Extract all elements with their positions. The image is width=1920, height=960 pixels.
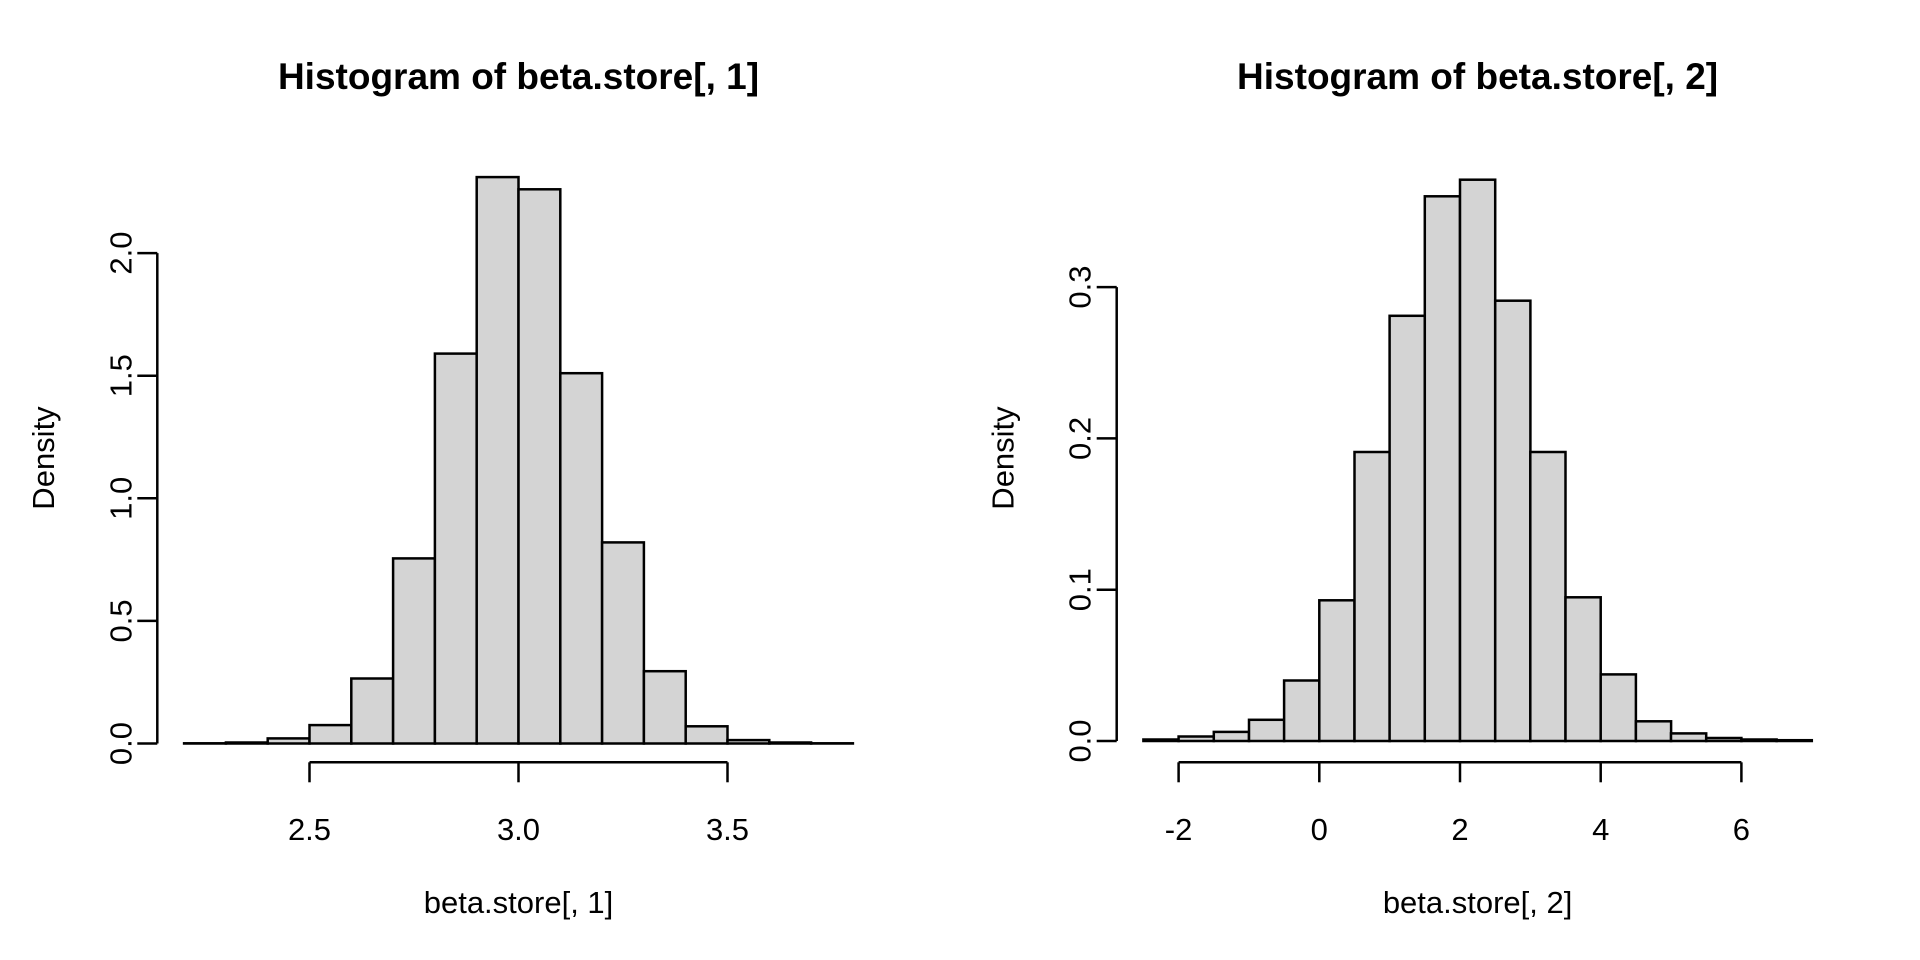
histogram-bar <box>517 188 562 745</box>
y-tick-label: 1.5 <box>103 354 138 397</box>
histogram-bar <box>1247 718 1286 743</box>
histogram-bar <box>600 541 646 745</box>
histogram-bar <box>1599 673 1638 743</box>
histogram-bar <box>1423 195 1462 743</box>
y-tick-label: 0.5 <box>103 599 138 642</box>
panel2-title: Histogram of beta.store[, 2] <box>1237 56 1718 97</box>
histogram-bar <box>1212 730 1251 743</box>
histogram-bar <box>1282 679 1321 743</box>
histogram-bar <box>308 723 353 745</box>
histogram-bar <box>224 741 269 745</box>
axes-group-2: -2 0 2 4 6 0.0 0.1 0.2 0.3 <box>1063 266 1750 847</box>
histogram-bar <box>1634 720 1673 743</box>
histogram-panel-2: -2 0 2 4 6 0.0 0.1 0.2 0.3 Histogram of beta.sto… <box>985 56 1814 920</box>
x-tick-label: 6 <box>1733 812 1750 847</box>
histogram-bar <box>1529 450 1567 743</box>
y-tick-label: 0.1 <box>1063 568 1098 611</box>
histogram-bar <box>1177 735 1216 743</box>
panel1-title: Histogram of beta.store[, 1] <box>278 56 759 97</box>
histogram-bar <box>350 677 395 745</box>
histogram-panel-1: 2.5 3.0 3.5 0.0 0.5 1.0 1.5 2.0 Histogram of be… <box>26 56 855 920</box>
histogram-bar <box>642 669 687 745</box>
x-tick-label: 0 <box>1311 812 1328 847</box>
histogram-bar <box>1458 178 1497 743</box>
histogram-bar <box>1353 450 1391 743</box>
histogram-bar <box>1318 599 1356 743</box>
x-tick-label: 2.5 <box>288 812 331 847</box>
y-tick-label: 2.0 <box>103 232 138 275</box>
histogram-bar <box>1669 732 1708 743</box>
x-tick-label: -2 <box>1165 812 1193 847</box>
histogram-bar <box>391 557 437 745</box>
x-tick-label: 2 <box>1451 812 1468 847</box>
histogram-bar <box>768 741 813 745</box>
histogram-bar <box>684 725 729 745</box>
histogram-bar <box>1704 736 1743 743</box>
panel1-xlabel: beta.store[, 1] <box>424 885 614 920</box>
y-tick-label: 0.0 <box>1063 719 1098 762</box>
histogram-bar <box>1775 738 1814 743</box>
histogram-bar <box>726 738 771 745</box>
histogram-bar <box>1142 738 1180 743</box>
histogram-bar <box>266 737 311 745</box>
axes-group-1: 2.5 3.0 3.5 0.0 0.5 1.0 1.5 2.0 <box>103 232 749 847</box>
histogram-bar <box>475 175 520 745</box>
histogram-bar <box>1740 738 1778 743</box>
x-tick-label: 4 <box>1592 812 1609 847</box>
panel2-xlabel: beta.store[, 2] <box>1383 885 1573 920</box>
x-tick-label: 3.5 <box>706 812 749 847</box>
panel2-ylabel: Density <box>985 406 1020 510</box>
histogram-bar <box>1388 314 1427 743</box>
y-tick-label: 0.2 <box>1063 417 1098 460</box>
histogram-bar <box>559 371 604 745</box>
x-tick-label: 3.0 <box>497 812 540 847</box>
y-tick-label: 1.0 <box>103 477 138 520</box>
bars-group-2 <box>1142 178 1814 743</box>
y-tick-label: 0.0 <box>103 722 138 765</box>
histogram-bar <box>1564 596 1602 743</box>
histogram-bar <box>1493 299 1532 743</box>
bars-group-1 <box>182 175 855 745</box>
panel1-ylabel: Density <box>26 406 61 510</box>
y-tick-label: 0.3 <box>1063 266 1098 309</box>
histogram-bar <box>433 352 478 745</box>
